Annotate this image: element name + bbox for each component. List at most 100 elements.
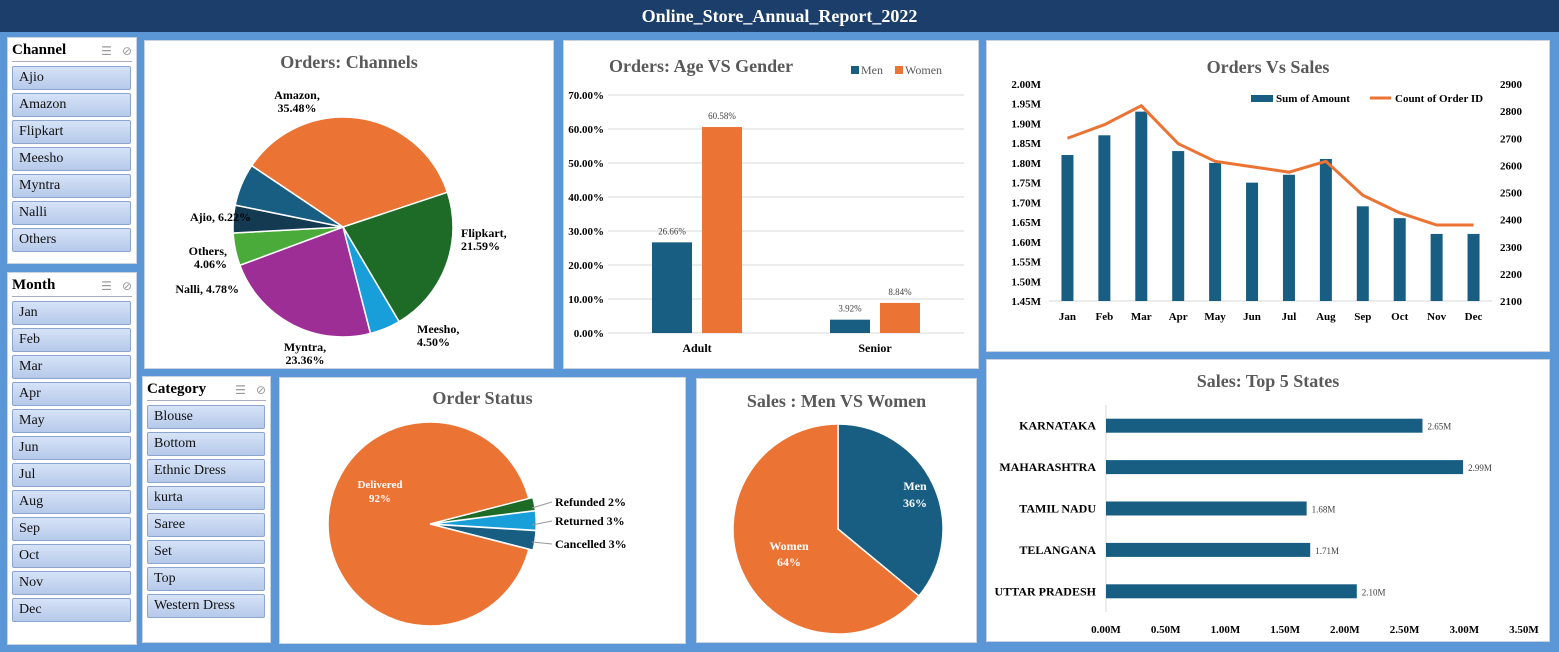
report-title: Online_Store_Annual_Report_2022 — [0, 0, 1559, 32]
y-tick-label: 1.50M — [1011, 276, 1041, 288]
legend-label: Sum of Amount — [1276, 93, 1350, 105]
data-label: Refunded 2% — [555, 495, 626, 509]
data-label: Women — [769, 539, 809, 553]
chart-title: Orders Vs Sales — [1206, 57, 1330, 77]
x-tick-label: 2.00M — [1330, 624, 1360, 636]
slicer-item-meesho[interactable]: Meesho — [12, 147, 131, 171]
bar — [702, 127, 742, 333]
y-tick-label: 30.00% — [568, 226, 604, 238]
slicer-item-ajio[interactable]: Ajio — [12, 66, 131, 90]
slicer-item-jul[interactable]: Jul — [12, 463, 131, 487]
age-gender-chart-panel: Orders: Age VS Gender 0.00% 10.00% 20.00% 30… — [563, 40, 979, 369]
slicer-item-saree[interactable]: Saree — [147, 513, 265, 537]
pie-slice-refunded — [433, 497, 536, 524]
clear-filter-icon[interactable]: ⊘ — [255, 382, 266, 397]
bar — [1106, 542, 1311, 557]
x-tick-label: 0.50M — [1151, 624, 1181, 636]
data-label: 8.84% — [888, 287, 912, 297]
multi-select-icon[interactable]: ☰ — [235, 382, 246, 397]
slicer-item-kurta[interactable]: kurta — [147, 486, 265, 510]
data-label: 2.10M — [1362, 587, 1386, 597]
slicer-item-aug[interactable]: Aug — [12, 490, 131, 514]
slicer-item-others[interactable]: Others — [12, 228, 131, 252]
y2-tick-label: 2700 — [1500, 133, 1523, 145]
men-women-chart-panel: Sales : Men VS Women Men 36% Women 64% — [696, 378, 977, 643]
y-tick-label: 1.80M — [1011, 158, 1041, 170]
x-tick-label: Nov — [1427, 311, 1446, 323]
chart-title: Order Status — [432, 388, 533, 408]
slicer-item-apr[interactable]: Apr — [12, 382, 131, 406]
x-tick-label: 0.00M — [1091, 624, 1121, 636]
leader-line — [531, 520, 553, 526]
slicer-item-ethnic-dress[interactable]: Ethnic Dress — [147, 459, 265, 483]
slicer-item-mar[interactable]: Mar — [12, 355, 131, 379]
pie-slice-myntra — [238, 226, 372, 338]
data-label: Flipkart, 21.59% — [461, 226, 507, 253]
slicer-item-amazon[interactable]: Amazon — [12, 93, 131, 117]
slicer-title: Category — [147, 381, 207, 397]
slicer-item-dec[interactable]: Dec — [12, 598, 131, 622]
slicer-item-flipkart[interactable]: Flipkart — [12, 120, 131, 144]
pie-slice-women — [732, 423, 920, 635]
y-tick-label: 20.00% — [568, 260, 604, 272]
pie-slice-cancelled — [433, 524, 537, 551]
data-label: Nalli, 4.78% — [175, 282, 239, 296]
data-label: 64% — [777, 555, 801, 569]
bar — [1430, 233, 1443, 301]
slicer-item-sep[interactable]: Sep — [12, 517, 131, 541]
data-label: 92% — [369, 493, 391, 505]
slicer-item-bottom[interactable]: Bottom — [147, 432, 265, 456]
pie-slice-flipkart — [341, 191, 454, 323]
data-label: 26.66% — [658, 226, 686, 236]
slicer-item-oct[interactable]: Oct — [12, 544, 131, 568]
x-tick-label: Jun — [1243, 311, 1261, 323]
slicer-item-jan[interactable]: Jan — [12, 301, 131, 325]
leader-line — [531, 501, 553, 509]
data-label: Returned 3% — [555, 514, 625, 528]
slicer-item-feb[interactable]: Feb — [12, 328, 131, 352]
y-tick-label: 1.75M — [1011, 178, 1041, 190]
data-label: 1.68M — [1312, 505, 1336, 515]
clear-filter-icon[interactable]: ⊘ — [121, 278, 132, 293]
slicer-item-set[interactable]: Set — [147, 540, 265, 564]
slicer-title: Channel — [12, 42, 67, 58]
slicer-item-blouse[interactable]: Blouse — [147, 405, 265, 429]
data-label: 2.65M — [1427, 422, 1451, 432]
orders-sales-chart-panel: Orders Vs Sales 1.45M 1.50M 1.55M 1.60M 1.65… — [986, 40, 1550, 352]
clear-filter-icon[interactable]: ⊘ — [121, 43, 132, 58]
y-tick-label: 70.00% — [568, 90, 604, 102]
pie-slice-men — [837, 423, 944, 597]
bar — [652, 242, 692, 333]
y2-tick-label: 2500 — [1500, 188, 1523, 200]
pie-slice-returned — [433, 510, 537, 531]
slicer-item-western-dress[interactable]: Western Dress — [147, 594, 265, 618]
slicer-item-myntra[interactable]: Myntra — [12, 174, 131, 198]
pie-slice-delivered — [327, 421, 530, 627]
bar — [1098, 135, 1111, 301]
chart-title: Sales: Top 5 States — [1196, 371, 1340, 391]
slicer-item-top[interactable]: Top — [147, 567, 265, 591]
bar — [1209, 162, 1222, 301]
data-label: 2.99M — [1468, 463, 1492, 473]
x-tick-label: Jul — [1282, 311, 1297, 323]
x-tick-label: Senior — [858, 341, 892, 355]
month-slicer: Month ☰ ⊘ Jan Feb Mar Apr May Jun Jul Aug Sep Oct No… — [7, 272, 137, 645]
slicer-item-nov[interactable]: Nov — [12, 571, 131, 595]
y2-tick-label: 2400 — [1500, 215, 1523, 227]
y-tick-label: 10.00% — [568, 294, 604, 306]
y-tick-label: 50.00% — [568, 158, 604, 170]
slicer-item-jun[interactable]: Jun — [12, 436, 131, 460]
y-tick-label: 1.90M — [1011, 118, 1041, 130]
pie-slice-amazon — [250, 116, 449, 228]
data-label: Others, 4.06% — [189, 244, 227, 271]
multi-select-icon[interactable]: ☰ — [101, 278, 112, 293]
multi-select-icon[interactable]: ☰ — [101, 43, 112, 58]
chart-title: Sales : Men VS Women — [746, 391, 927, 411]
slicer-item-nalli[interactable]: Nalli — [12, 201, 131, 225]
y-tick-label: 1.70M — [1011, 197, 1041, 209]
y2-tick-label: 2300 — [1500, 242, 1523, 254]
slicer-item-may[interactable]: May — [12, 409, 131, 433]
order-status-chart-panel: Order Status Delivered 92% Refunded 2% Retu… — [279, 377, 686, 644]
bar — [1106, 584, 1357, 599]
y-tick-label: MAHARASHTRA — [999, 460, 1096, 474]
